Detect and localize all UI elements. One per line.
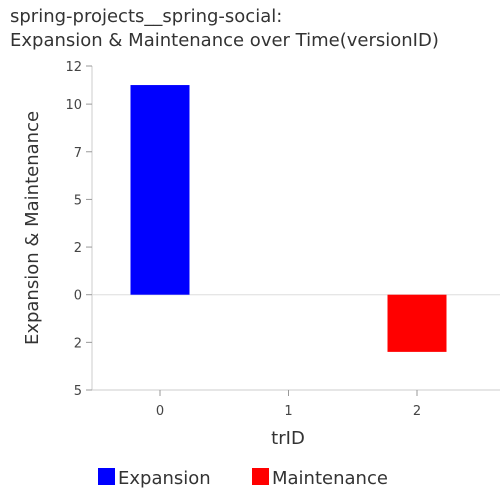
- legend-label-maintenance: Maintenance: [272, 468, 388, 489]
- y-tick-label: 7: [74, 146, 82, 161]
- x-axis-title: trID: [271, 428, 305, 449]
- bar-expansion-0: [131, 85, 190, 295]
- y-tick-label: 5: [74, 193, 82, 208]
- legend-swatch-maintenance: [252, 468, 269, 485]
- y-tick-label: 2: [74, 241, 82, 256]
- chart-legend: Expansion Maintenance: [98, 468, 388, 489]
- chart-bars: [131, 85, 447, 352]
- y-tick-label: 5: [74, 384, 82, 399]
- y-tick-label: 2: [74, 336, 82, 351]
- x-tick-label: 0: [156, 404, 164, 419]
- legend-swatch-expansion: [98, 468, 115, 485]
- x-axis-ticks: 0 1 2: [156, 390, 421, 419]
- bar-maintenance-2: [388, 295, 447, 352]
- y-axis-title: Expansion & Maintenance: [22, 111, 43, 345]
- y-tick-label: 10: [65, 98, 82, 113]
- y-tick-label: 0: [74, 289, 82, 304]
- y-tick-label: 12: [65, 60, 82, 75]
- legend-label-expansion: Expansion: [118, 468, 211, 489]
- x-tick-label: 1: [284, 404, 292, 419]
- y-axis-ticks: 12 10 7 5 2 0 2 5: [65, 60, 92, 399]
- x-tick-label: 2: [413, 404, 421, 419]
